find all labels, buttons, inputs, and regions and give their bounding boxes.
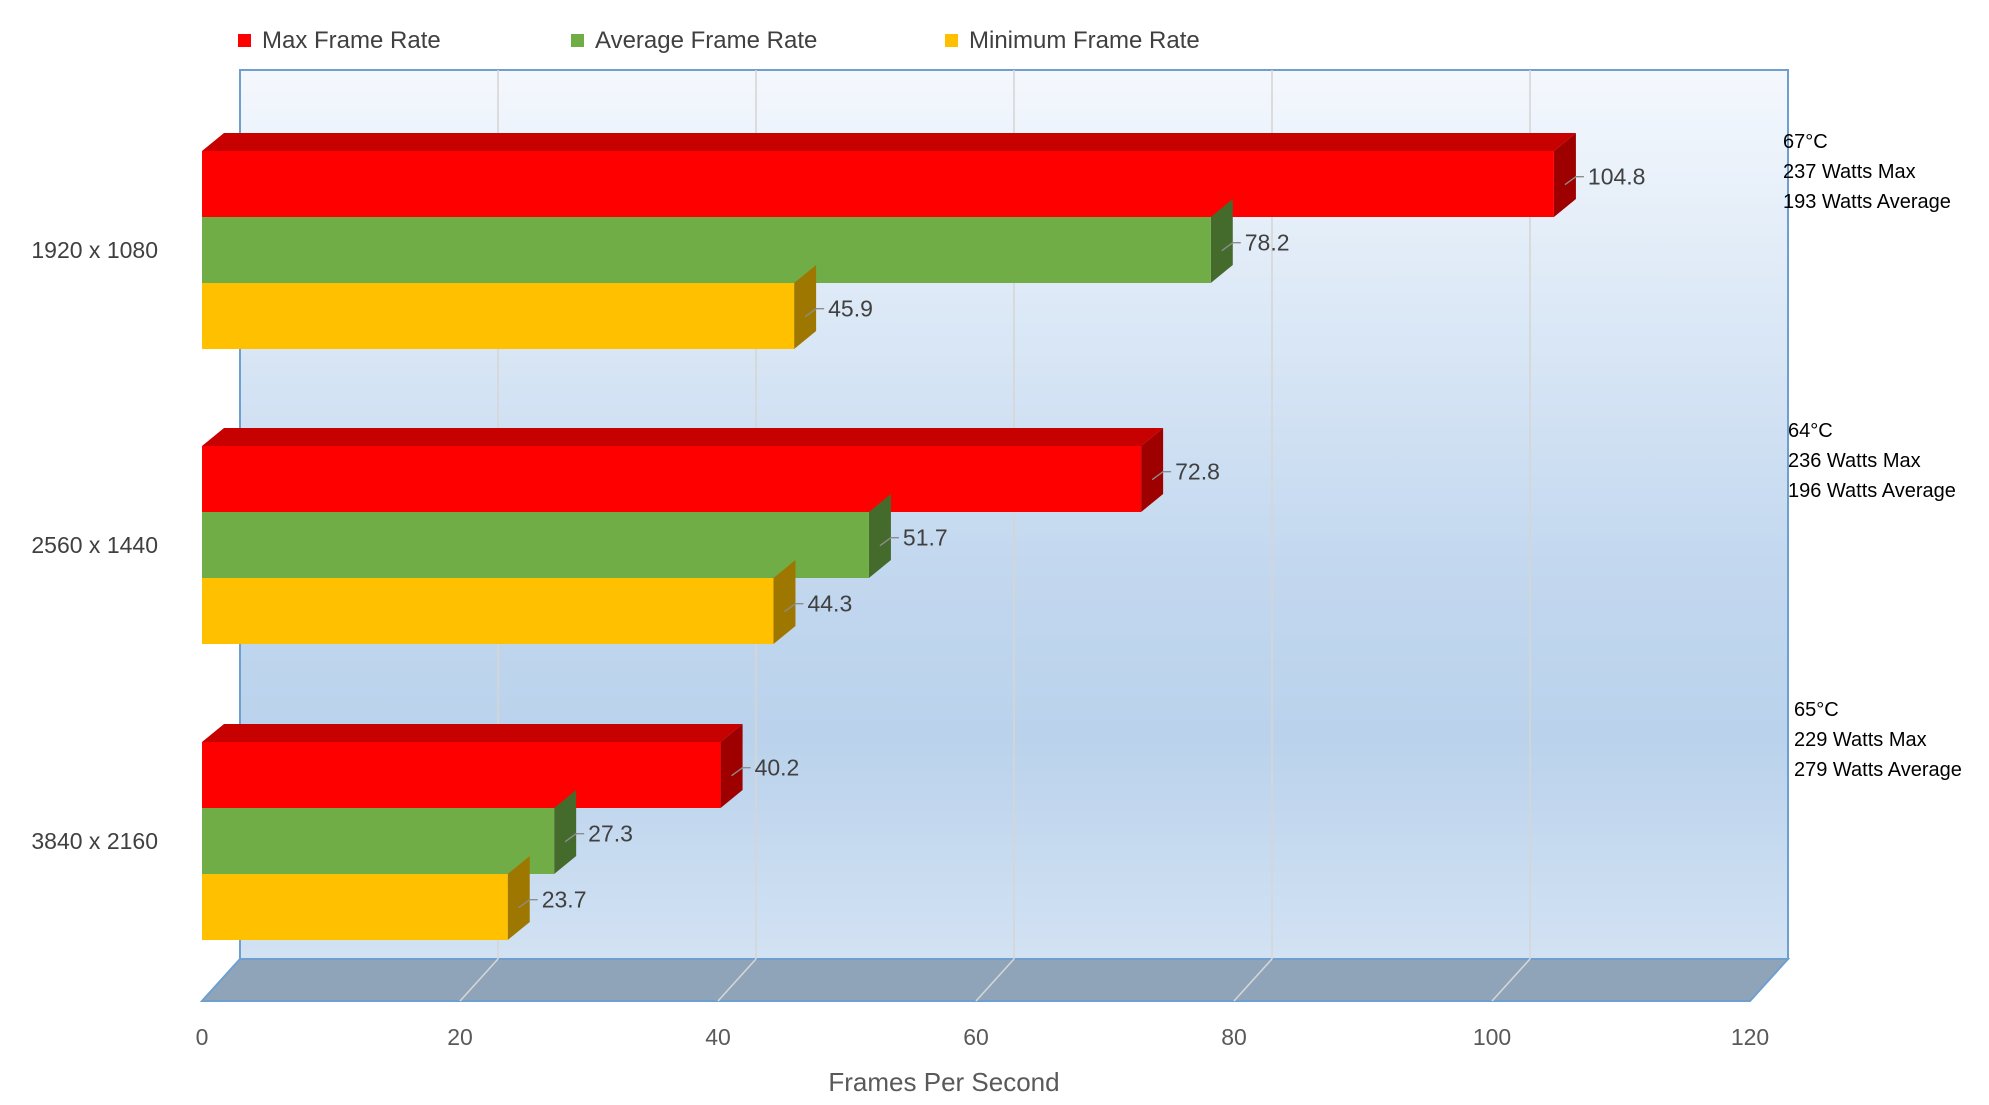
- x-tick-label-0: 0: [196, 1024, 209, 1050]
- bar-average-frame-rate-1920-x-1080: [202, 217, 1211, 283]
- bar-average-frame-rate-3840-x-2160: [202, 808, 555, 874]
- data-label-max-frame-rate-1920-x-1080: 104.8: [1588, 164, 1646, 190]
- data-label-max-frame-rate-2560-x-1440: 72.8: [1175, 459, 1220, 485]
- annotation-3840-x-2160-line-2: 229 Watts Max: [1794, 729, 1927, 751]
- data-label-average-frame-rate-3840-x-2160: 27.3: [588, 821, 633, 847]
- bar-max-frame-rate-2560-x-1440: [202, 446, 1142, 512]
- annotation-2560-x-1440-line-3: 196 Watts Average: [1788, 480, 1956, 502]
- gridline-floor: [1233, 958, 1273, 1002]
- bar-average-frame-rate-2560-x-1440: [202, 512, 869, 578]
- x-tick-label-40: 40: [705, 1024, 731, 1050]
- leader-line-minimum-frame-rate-3840-x-2160: [518, 899, 538, 909]
- data-label-minimum-frame-rate-1920-x-1080: 45.9: [828, 296, 873, 322]
- legend-swatch-max-frame-rate: [238, 34, 251, 47]
- bar-side-average-frame-rate-2560-x-1440: [868, 494, 891, 578]
- annotation-3840-x-2160-line-3: 279 Watts Average: [1794, 759, 1962, 781]
- data-label-minimum-frame-rate-2560-x-1440: 44.3: [807, 591, 852, 617]
- bar-max-frame-rate-3840-x-2160: [202, 742, 721, 808]
- legend-label-average-frame-rate: Average Frame Rate: [595, 27, 817, 54]
- bar-minimum-frame-rate-3840-x-2160: [202, 874, 508, 940]
- data-label-minimum-frame-rate-3840-x-2160: 23.7: [542, 887, 587, 913]
- x-tick-label-20: 20: [447, 1024, 473, 1050]
- bar-side-max-frame-rate-2560-x-1440: [1141, 428, 1164, 512]
- x-tick-label-80: 80: [1221, 1024, 1247, 1050]
- bar-side-minimum-frame-rate-1920-x-1080: [794, 265, 817, 349]
- legend-swatch-average-frame-rate: [571, 34, 584, 47]
- leader-line-average-frame-rate-2560-x-1440: [879, 537, 899, 547]
- x-axis-title: Frames Per Second: [828, 1067, 1059, 1097]
- annotation-3840-x-2160-line-1: 65°C: [1794, 699, 1839, 721]
- legend-swatch-minimum-frame-rate: [945, 34, 958, 47]
- bar-top-max-frame-rate-1920-x-1080: [202, 133, 1576, 151]
- leader-line-average-frame-rate-3840-x-2160: [564, 833, 585, 843]
- leader-line-minimum-frame-rate-2560-x-1440: [784, 603, 804, 613]
- data-label-average-frame-rate-1920-x-1080: 78.2: [1245, 230, 1290, 256]
- category-label-2560-x-1440: 2560 x 1440: [31, 532, 158, 558]
- bar-max-frame-rate-1920-x-1080: [202, 151, 1554, 217]
- category-label-1920-x-1080: 1920 x 1080: [31, 237, 158, 263]
- leader-line-average-frame-rate-1920-x-1080: [1221, 242, 1241, 252]
- data-label-average-frame-rate-2560-x-1440: 51.7: [903, 525, 948, 551]
- gridline-floor: [1491, 958, 1531, 1002]
- bar-side-max-frame-rate-3840-x-2160: [720, 724, 743, 808]
- bar-side-max-frame-rate-1920-x-1080: [1553, 133, 1576, 217]
- legend-label-max-frame-rate: Max Frame Rate: [262, 27, 441, 54]
- legend-label-minimum-frame-rate: Minimum Frame Rate: [969, 27, 1200, 54]
- annotation-1920-x-1080-line-1: 67°C: [1783, 131, 1828, 153]
- leader-line-max-frame-rate-2560-x-1440: [1151, 471, 1172, 481]
- bar-side-minimum-frame-rate-3840-x-2160: [507, 856, 530, 940]
- data-label-max-frame-rate-3840-x-2160: 40.2: [755, 755, 800, 781]
- bar-minimum-frame-rate-2560-x-1440: [202, 578, 774, 644]
- x-tick-label-100: 100: [1473, 1024, 1511, 1050]
- annotation-2560-x-1440-line-2: 236 Watts Max: [1788, 450, 1921, 472]
- gridline-floor: [459, 958, 499, 1002]
- x-tick-label-120: 120: [1731, 1024, 1769, 1050]
- gridline-floor: [717, 958, 757, 1002]
- bar-side-average-frame-rate-1920-x-1080: [1210, 199, 1233, 283]
- category-label-3840-x-2160: 3840 x 2160: [31, 828, 158, 854]
- leader-line-minimum-frame-rate-1920-x-1080: [804, 308, 825, 318]
- bar-top-max-frame-rate-3840-x-2160: [202, 724, 743, 742]
- bar-side-average-frame-rate-3840-x-2160: [554, 790, 577, 874]
- gridline-floor: [975, 958, 1015, 1002]
- leader-line-max-frame-rate-1920-x-1080: [1564, 176, 1584, 186]
- annotation-2560-x-1440-line-1: 64°C: [1788, 420, 1833, 442]
- annotation-1920-x-1080-line-2: 237 Watts Max: [1783, 161, 1916, 183]
- leader-line-max-frame-rate-3840-x-2160: [731, 767, 751, 777]
- bar-side-minimum-frame-rate-2560-x-1440: [773, 560, 796, 644]
- x-tick-label-60: 60: [963, 1024, 989, 1050]
- annotation-1920-x-1080-line-3: 193 Watts Average: [1783, 191, 1951, 213]
- bar-minimum-frame-rate-1920-x-1080: [202, 283, 795, 349]
- bar-top-max-frame-rate-2560-x-1440: [202, 428, 1164, 446]
